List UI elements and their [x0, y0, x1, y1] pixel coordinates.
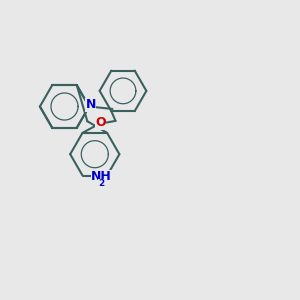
Text: NH: NH	[91, 170, 112, 184]
Text: O: O	[95, 116, 106, 130]
Text: N: N	[85, 98, 96, 112]
Text: 2: 2	[98, 179, 104, 188]
